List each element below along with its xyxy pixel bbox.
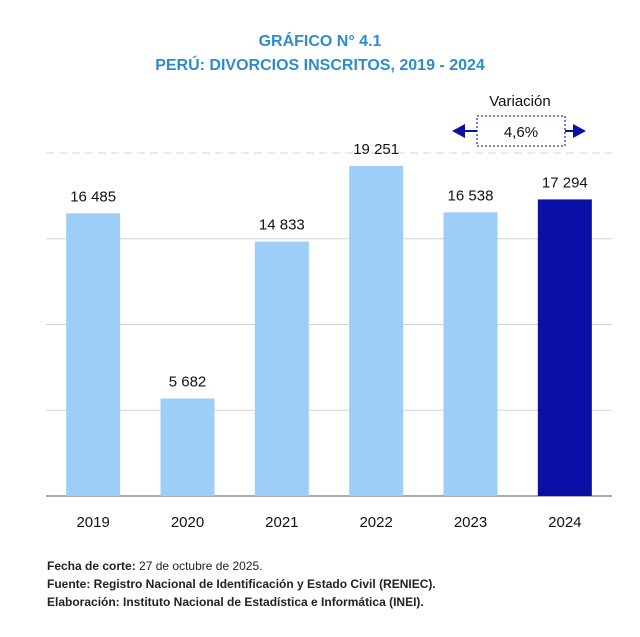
x-tick-label-2023: 2023: [454, 514, 487, 531]
chart-notes: Fecha de corte: 27 de octubre de 2025. F…: [47, 557, 436, 611]
source-note: Fuente: Registro Nacional de Identificac…: [47, 577, 436, 591]
cutoff-label: Fecha de corte:: [47, 559, 136, 573]
chart-subtitle: PERÚ: DIVORCIOS INSCRITOS, 2019 - 2024: [155, 55, 485, 74]
bar-2021: [254, 241, 309, 496]
data-label-2021: 14 833: [259, 217, 305, 234]
x-tick-label-2024: 2024: [548, 514, 581, 531]
elaboration-note: Elaboración: Instituto Nacional de Estad…: [47, 595, 424, 609]
data-label-2022: 19 251: [353, 141, 399, 158]
arrow-right-icon: [573, 124, 586, 138]
chart-title: GRÁFICO N° 4.1: [259, 31, 382, 50]
x-tick-label-2021: 2021: [265, 514, 298, 531]
bar-2020: [160, 398, 215, 496]
x-tick-label-2020: 2020: [171, 514, 204, 531]
x-tick-label-2022: 2022: [359, 514, 392, 531]
data-label-2023: 16 538: [448, 187, 494, 204]
variation-value: 4,6%: [504, 124, 538, 141]
variation-annotation: Variación 4,6%: [452, 93, 586, 147]
x-tick-label-2019: 2019: [76, 514, 109, 531]
bar-2019: [66, 213, 121, 496]
bar-2023: [443, 212, 498, 497]
arrow-left-icon: [452, 124, 465, 138]
cutoff-value: 27 de octubre de 2025.: [139, 559, 263, 573]
variation-label: Variación: [489, 93, 550, 110]
variation-box: [476, 115, 566, 147]
bar-2022: [349, 165, 404, 497]
data-label-2020: 5 682: [169, 374, 207, 391]
bar-2024: [537, 199, 592, 496]
data-label-2024: 17 294: [542, 174, 588, 191]
data-label-2019: 16 485: [70, 188, 116, 205]
